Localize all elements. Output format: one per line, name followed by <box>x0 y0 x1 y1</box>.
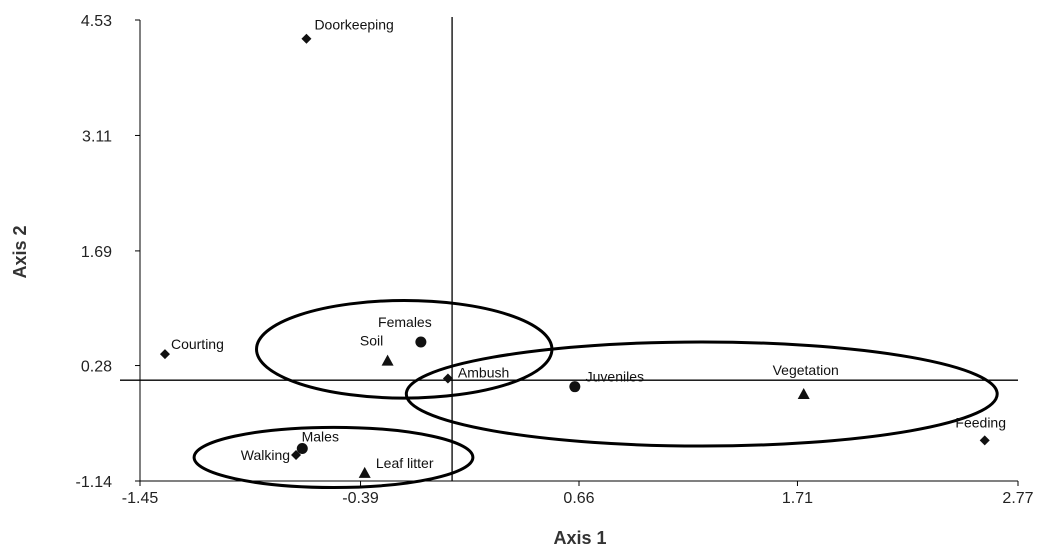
y-axis-title: Axis 2 <box>10 225 30 278</box>
x-tick-label: -0.39 <box>342 490 379 507</box>
y-tick-label: 0.28 <box>81 359 112 376</box>
x-tick-label: 2.77 <box>1002 490 1033 507</box>
point-label-walking: Walking <box>241 447 290 463</box>
tick-labels: -1.45 -0.39 0.66 1.71 2.77 -1.14 0.28 1.69 3.11 4… <box>76 13 1034 507</box>
point-label-ambush: Ambush <box>458 365 509 381</box>
point-label-courting: Courting <box>171 336 224 352</box>
axes <box>135 19 1019 486</box>
x-axis-title: Axis 1 <box>553 528 606 548</box>
cluster-ellipse-2 <box>192 425 475 490</box>
point-ambush <box>442 373 453 384</box>
point-label-females: Females <box>378 314 432 330</box>
point-juveniles <box>569 381 581 393</box>
data-points: Doorkeeping Courting Ambush Walking Feeding F… <box>159 17 1006 478</box>
point-feeding <box>979 435 990 446</box>
cluster-ellipses <box>192 299 999 490</box>
point-label-males: Males <box>302 428 339 444</box>
point-label-juveniles: Juveniles <box>586 369 644 385</box>
point-label-feeding: Feeding <box>955 414 1006 430</box>
cluster-ellipse-3 <box>404 340 999 448</box>
point-courting <box>159 349 170 360</box>
point-vegetation <box>797 388 810 400</box>
point-females <box>415 336 427 348</box>
point-doorkeeping <box>301 33 312 44</box>
point-label-doorkeeping: Doorkeeping <box>314 17 393 33</box>
y-tick-label: 3.11 <box>82 128 112 145</box>
point-label-soil: Soil <box>360 333 383 349</box>
x-tick-label: 1.71 <box>782 490 813 507</box>
y-tick-label: 4.53 <box>81 13 112 30</box>
point-label-vegetation: Vegetation <box>773 362 839 378</box>
x-tick-label: -1.45 <box>122 490 159 507</box>
reference-lines <box>120 17 1018 481</box>
y-tick-label: 1.69 <box>81 244 112 261</box>
point-label-leaf-litter: Leaf litter <box>376 455 434 471</box>
x-tick-label: 0.66 <box>563 490 594 507</box>
point-soil <box>381 354 394 366</box>
point-males <box>296 442 308 454</box>
point-leaf-litter <box>358 466 371 478</box>
y-tick-label: -1.14 <box>76 474 113 491</box>
